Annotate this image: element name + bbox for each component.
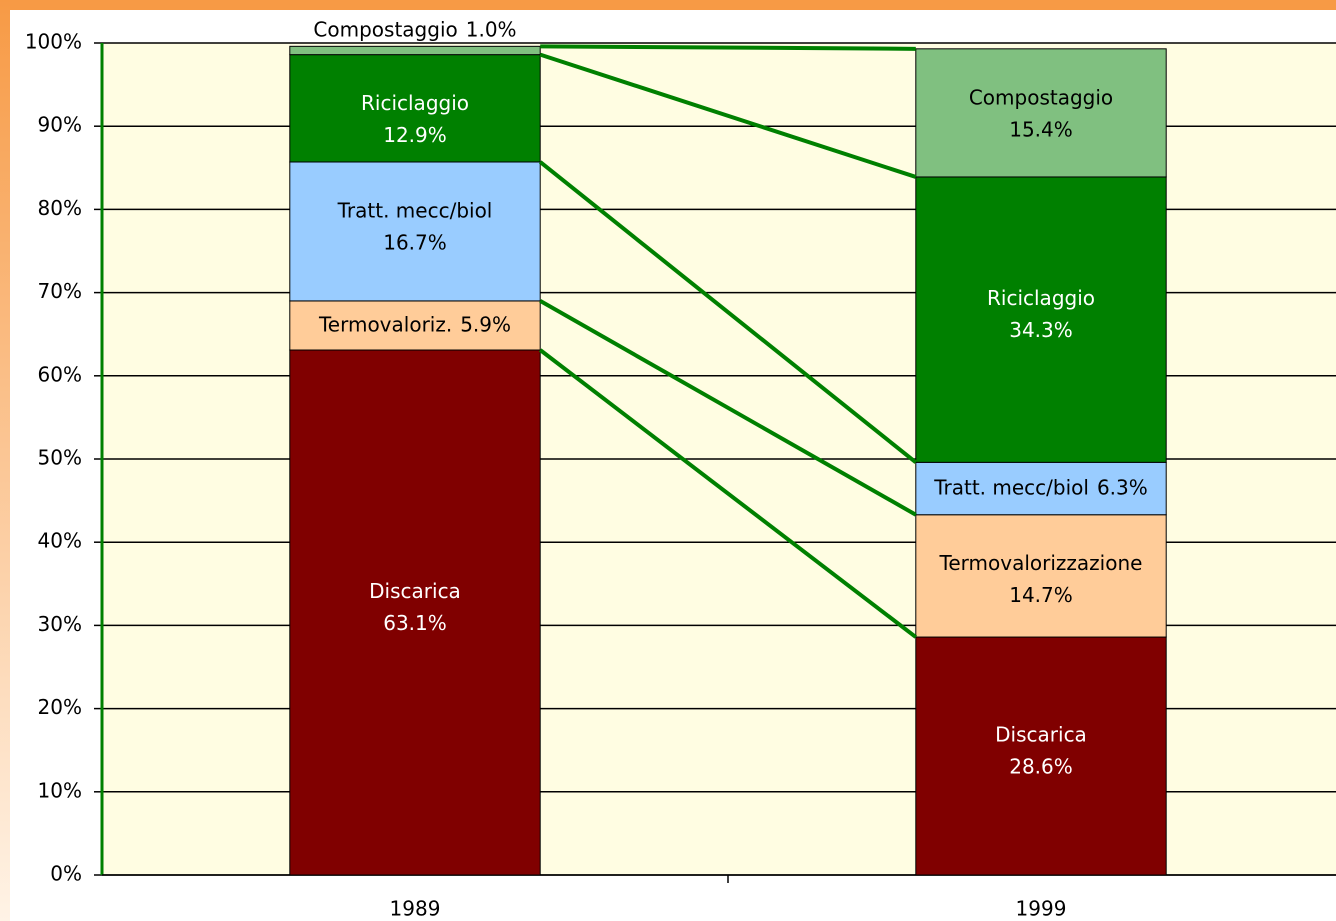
label-name: Riciclaggio xyxy=(987,286,1095,310)
label-value: 28.6% xyxy=(1009,755,1073,779)
data-label: Compostaggio 1.0% xyxy=(313,17,516,41)
bar-segment xyxy=(915,514,1167,638)
label-value: 14.7% xyxy=(1009,583,1073,607)
label-value: 6.3% xyxy=(1097,475,1148,499)
bar-segment xyxy=(289,161,541,302)
bar-segment xyxy=(289,349,541,876)
y-tick-label: 60% xyxy=(38,362,82,386)
label-name: Tratt. mecc/biol xyxy=(933,475,1089,499)
y-tick-label: 20% xyxy=(38,695,82,719)
y-tick-label: 100% xyxy=(25,30,82,54)
data-label: Tratt. mecc/biol 6.3% xyxy=(933,475,1148,499)
label-value: 63.1% xyxy=(383,611,447,635)
bar-segment xyxy=(289,300,541,351)
series-line xyxy=(539,52,917,179)
bar-segment xyxy=(289,45,541,56)
data-label: Termovaloriz. 5.9% xyxy=(318,312,511,336)
label-name: Termovalorizzazione xyxy=(939,551,1143,575)
label-name: Tratt. mecc/biol xyxy=(337,198,493,222)
left-border xyxy=(0,0,10,921)
y-tick-label: 10% xyxy=(38,778,82,802)
x-tick-label: 1989 xyxy=(390,897,441,921)
x-tick-label: 1999 xyxy=(1016,897,1067,921)
bar-segment xyxy=(289,54,541,163)
bar-segment xyxy=(915,461,1167,516)
series-line xyxy=(538,160,918,464)
bar-segment xyxy=(915,48,1167,178)
y-tick-label: 80% xyxy=(38,196,82,220)
label-value: 1.0% xyxy=(466,17,517,41)
y-tick-label: 30% xyxy=(38,612,82,636)
series-line xyxy=(540,44,916,51)
series-line xyxy=(539,299,917,517)
label-value: 5.9% xyxy=(460,312,511,336)
bar-segment xyxy=(915,176,1167,463)
label-value: 12.9% xyxy=(383,123,447,147)
bar-segment xyxy=(915,636,1167,876)
label-name: Riciclaggio xyxy=(361,91,469,115)
y-tick-label: 0% xyxy=(50,862,82,886)
label-name: Compostaggio xyxy=(313,17,457,41)
y-tick-label: 90% xyxy=(38,113,82,137)
label-name: Compostaggio xyxy=(969,85,1113,109)
label-name: Termovaloriz. xyxy=(318,312,452,336)
series-line xyxy=(538,348,918,639)
y-tick-label: 40% xyxy=(38,529,82,553)
y-tick-label: 70% xyxy=(38,279,82,303)
label-name: Discarica xyxy=(995,723,1087,747)
label-name: Discarica xyxy=(369,579,461,603)
top-border xyxy=(0,0,1336,10)
label-value: 16.7% xyxy=(383,230,447,254)
y-tick-label: 50% xyxy=(38,446,82,470)
label-value: 15.4% xyxy=(1009,117,1073,141)
label-value: 34.3% xyxy=(1009,318,1073,342)
